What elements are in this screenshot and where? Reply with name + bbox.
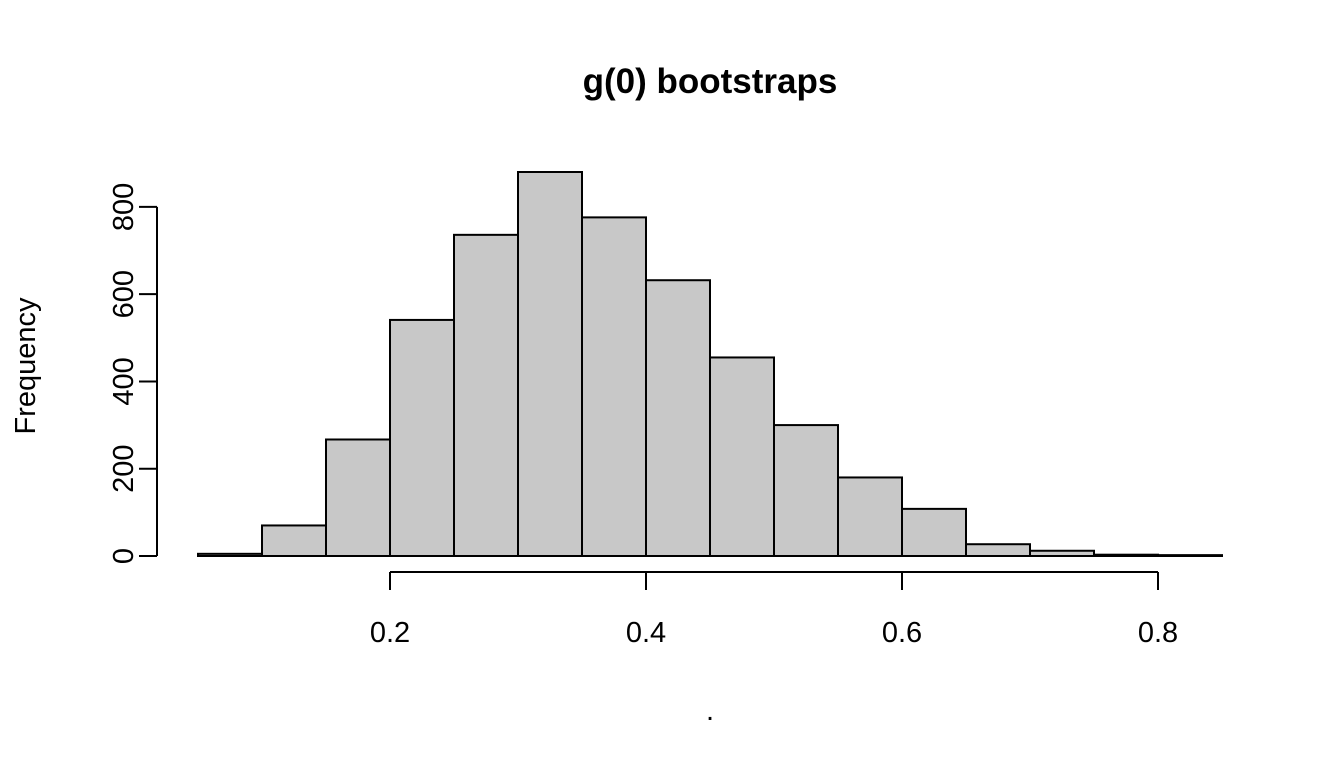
y-axis-label: Frequency (10, 297, 42, 435)
histogram-bar (581, 216, 647, 558)
y-tick-label: 400 (108, 357, 140, 405)
x-axis: 0.2 0.4 0.6 0.8 (370, 571, 1178, 649)
histogram-bar (901, 507, 967, 558)
histogram-bar (1157, 554, 1223, 557)
histogram-bars (197, 171, 1223, 558)
histogram-bar (453, 233, 519, 557)
histogram-bar (837, 476, 903, 558)
x-tick-label: 0.6 (882, 617, 922, 649)
x-tick-label: 0.8 (1138, 617, 1178, 649)
histogram-bar (325, 438, 391, 557)
histogram-bar (1093, 553, 1159, 558)
x-axis-label: . (706, 695, 714, 727)
x-tick-label: 0.4 (626, 617, 666, 649)
y-tick-label: 200 (108, 445, 140, 493)
y-axis: 0 200 400 600 800 (108, 183, 158, 564)
histogram-bar (517, 171, 583, 557)
histogram-bar (261, 524, 327, 557)
y-tick-label: 800 (108, 183, 140, 231)
histogram-bar (773, 424, 839, 557)
histogram-bar (709, 356, 775, 558)
histogram-bar (197, 552, 263, 557)
y-tick-label: 600 (108, 270, 140, 318)
histogram-bar (645, 279, 711, 557)
chart-title: g(0) bootstraps (583, 62, 838, 101)
histogram-bar (965, 543, 1031, 558)
histogram-bar (389, 318, 455, 557)
x-tick-label: 0.2 (370, 617, 410, 649)
histogram-bar (1029, 549, 1095, 557)
y-tick-label: 0 (108, 548, 140, 564)
